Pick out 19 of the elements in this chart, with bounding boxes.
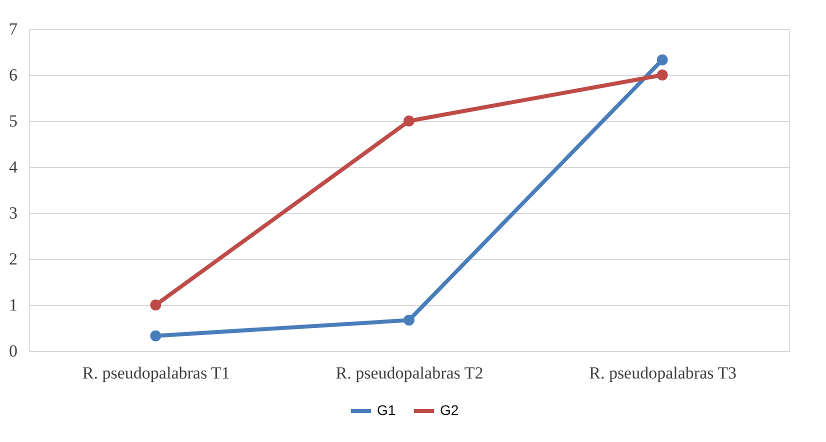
point [656,54,668,66]
point [656,70,668,80]
y-tick-label: 3 [9,204,18,222]
y-tick-label: 7 [9,20,18,38]
y-tick-label: 5 [9,112,18,130]
x-tick-label: R. pseudopalabras T1 [82,364,230,382]
point [404,116,414,126]
legend-label: G1 [377,402,396,418]
point [150,300,162,310]
x-tick-label: R. pseudopalabras T2 [336,364,484,382]
y-tick-label: 4 [9,158,18,176]
y-tick-label: 0 [9,342,18,360]
x-tick-label: R. pseudopalabras T3 [589,364,737,382]
y-tick-label: 2 [9,250,18,268]
y-tick-label: 6 [9,66,18,84]
point [404,314,414,326]
point [150,330,162,342]
y-tick-label: 1 [9,296,18,314]
legend-label: G2 [440,402,459,418]
